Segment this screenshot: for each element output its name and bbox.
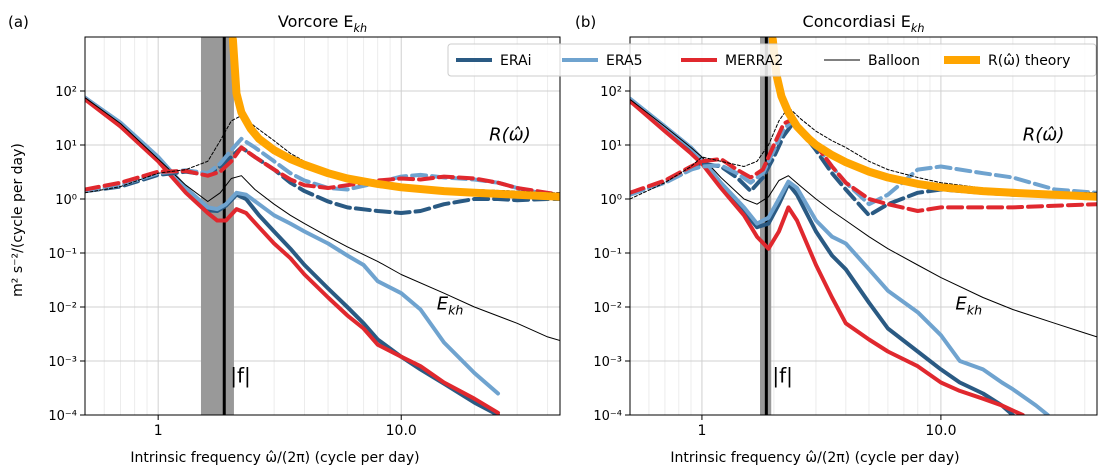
annotation-ekh: Ekh [955, 293, 982, 317]
series-balloon-ekh-line [630, 98, 1097, 338]
y-tick-label: 10⁻² [593, 301, 622, 316]
x-tick-label: 1 [697, 423, 706, 439]
grid [85, 37, 560, 415]
y-tick-label: 10⁻⁴ [593, 409, 622, 424]
y-tick-label: 10⁰ [600, 193, 622, 208]
f-label: |f| [772, 363, 793, 387]
y-tick-label: 10⁻⁴ [48, 409, 77, 424]
y-tick-label: 10² [55, 85, 77, 100]
x-tick-label: 1 [154, 423, 163, 439]
series-era5-ekh-line [85, 95, 500, 396]
legend: ERAi ERA5 MERRA2 Balloon R(ω̂) theory [447, 43, 1097, 77]
annotation-ekh: Ekh [437, 293, 464, 317]
axes-frame [629, 36, 1098, 416]
x-tick-label: 10.0 [386, 423, 417, 439]
y-tick-label: 10⁻¹ [593, 247, 622, 262]
y-axis-label: m² s⁻²/(cycle per day) [10, 143, 26, 297]
legend-label: Balloon [868, 53, 920, 69]
y-tick-label: 10⁰ [55, 193, 77, 208]
x-tick-label: 10.0 [925, 423, 956, 439]
series-era5-ekh-line [630, 96, 1050, 415]
series-merra2-ekh-line [85, 97, 500, 415]
panel-title: Concordiasi Ekh [803, 12, 925, 35]
y-tick-label: 10² [600, 85, 622, 100]
annotation-ratio: R(ω̂) [489, 125, 531, 146]
grid [630, 37, 1097, 415]
y-tick-label: 10⁻³ [48, 355, 77, 370]
y-tick-label: 10¹ [600, 139, 622, 154]
panel-label: (a) [8, 13, 29, 31]
annotation-ratio: R(ω̂) [1023, 125, 1065, 146]
legend-label: ERA5 [606, 53, 643, 69]
x-axis-label: Intrinsic frequency ω̂/(2π) (cycle per d… [670, 450, 959, 466]
series-erai-ratio-line [85, 145, 560, 215]
series-r-theory-theory-line [768, 37, 1097, 201]
legend-label: R(ω̂) theory [988, 53, 1070, 69]
panel-a: 1 10.0 10⁻⁴ 10⁻³ 10⁻² 10⁻¹ 10⁰ 10¹ 10² Vorcore Ek… [8, 12, 561, 439]
series-balloon-ratio-line [630, 106, 1097, 200]
f-band [200, 37, 234, 415]
panel-label: (b) [575, 13, 596, 31]
y-tick-label: 10⁻² [48, 301, 77, 316]
legend-label: ERAi [500, 53, 531, 69]
series-balloon-ekh-line [85, 97, 560, 341]
plot-area [85, 37, 560, 415]
series-merra2-ratio-line [85, 145, 560, 197]
plot-area [630, 37, 1097, 415]
x-axis-label: Intrinsic frequency ω̂/(2π) (cycle per d… [130, 450, 419, 466]
panel-b: 1 10.0 10⁻⁴ 10⁻³ 10⁻² 10⁻¹ 10⁰ 10¹ 10² Concordias… [575, 12, 1098, 439]
y-tick-label: 10⁻¹ [48, 247, 77, 262]
legend-label: MERRA2 [725, 53, 783, 69]
y-tick-label: 10¹ [55, 139, 77, 154]
series-merra2-ekh-line [630, 99, 1025, 415]
y-tick-label: 10⁻³ [593, 355, 622, 370]
axes-frame [84, 36, 561, 416]
f-label: |f| [230, 363, 251, 387]
legend-box [447, 43, 1097, 77]
panel-title: Vorcore Ekh [278, 12, 367, 35]
series-r-theory-theory-line [228, 37, 560, 201]
